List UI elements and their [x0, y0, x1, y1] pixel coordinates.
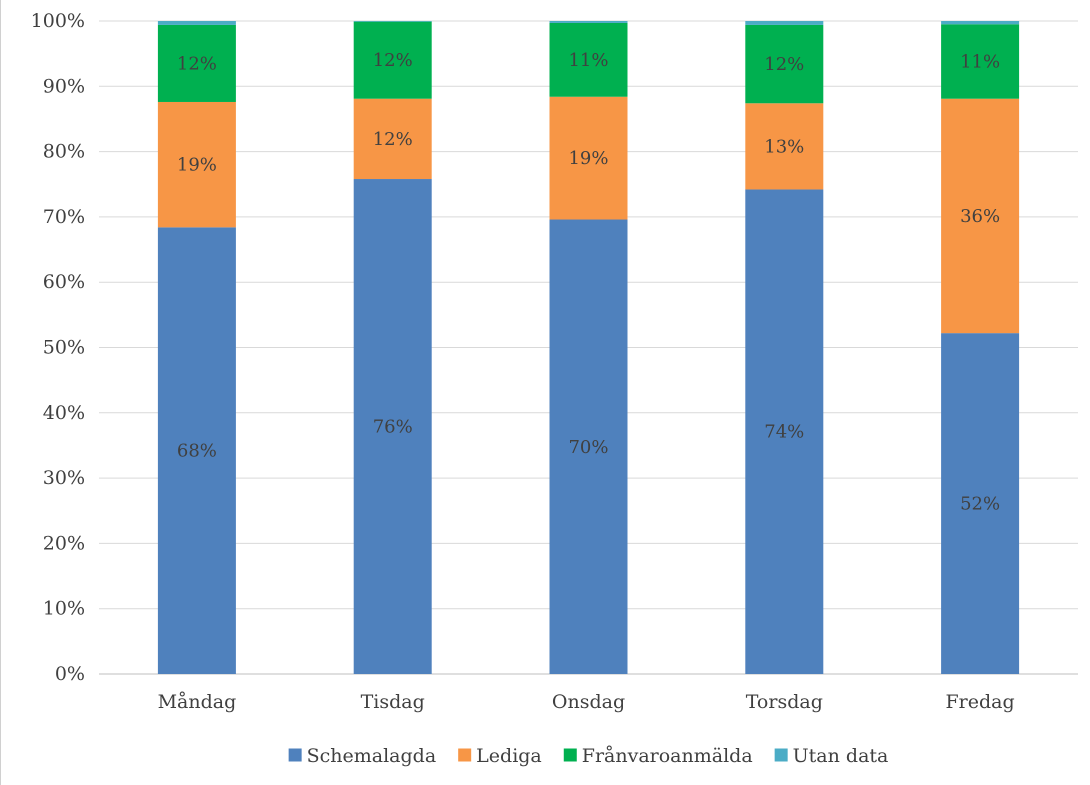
data-label: 12% [764, 54, 804, 75]
bar-segment [353, 21, 432, 22]
data-label: 12% [177, 53, 217, 74]
bar-segment [941, 98, 1020, 334]
bar-segment [353, 179, 432, 674]
bar-segment [941, 333, 1020, 674]
legend-label: Frånvaroanmälda [582, 745, 753, 767]
bar-segment [745, 24, 824, 104]
x-tick-label: Torsdag [746, 691, 823, 713]
bar-segment [549, 21, 628, 23]
y-tick-label: 100% [31, 10, 85, 32]
data-label: 11% [568, 50, 608, 71]
legend-swatch [458, 748, 472, 762]
x-tick-label: Onsdag [552, 691, 625, 713]
x-tick-label: Tisdag [361, 691, 425, 713]
bar-segment [157, 227, 236, 674]
bar-segment [745, 189, 824, 674]
bar-segment [941, 24, 1020, 99]
y-tick-label: 80% [43, 141, 85, 163]
legend-swatch [563, 748, 577, 762]
bar-segment [353, 98, 432, 180]
data-label: 12% [373, 50, 413, 71]
data-label: 13% [764, 136, 804, 157]
bar-segment [157, 101, 236, 228]
x-tick-label: Fredag [946, 691, 1015, 713]
y-tick-label: 20% [43, 532, 85, 554]
legend-label: Schemalagda [307, 745, 437, 767]
bar-segment [549, 219, 628, 674]
data-label: 19% [568, 148, 608, 169]
data-label: 74% [764, 422, 804, 443]
bar-segment [353, 21, 432, 99]
bar-segment [157, 21, 236, 25]
y-tick-label: 90% [43, 75, 85, 97]
data-label: 52% [960, 494, 1000, 515]
y-tick-label: 50% [43, 337, 85, 359]
bar-segment [157, 24, 236, 102]
y-tick-label: 60% [43, 271, 85, 293]
y-tick-label: 40% [43, 402, 85, 424]
data-label: 76% [373, 417, 413, 438]
legend-swatch [774, 748, 788, 762]
bar-segment [745, 21, 824, 25]
bar-segment [745, 103, 824, 190]
data-label: 19% [177, 155, 217, 176]
x-tick-label: Måndag [158, 691, 237, 713]
legend-label: Lediga [476, 745, 542, 767]
y-tick-label: 70% [43, 206, 85, 228]
data-label: 11% [960, 51, 1000, 72]
data-label: 68% [177, 441, 217, 462]
legend-swatch [288, 748, 302, 762]
data-label: 12% [373, 129, 413, 150]
y-tick-label: 0% [55, 663, 85, 685]
y-tick-label: 30% [43, 467, 85, 489]
y-tick-label: 10% [43, 598, 85, 620]
data-label: 36% [960, 206, 1000, 227]
bar-segment [941, 21, 1020, 25]
data-label: 70% [568, 437, 608, 458]
legend-label: Utan data [793, 745, 889, 767]
bar-segment [549, 96, 628, 220]
bar-segment [549, 22, 628, 97]
